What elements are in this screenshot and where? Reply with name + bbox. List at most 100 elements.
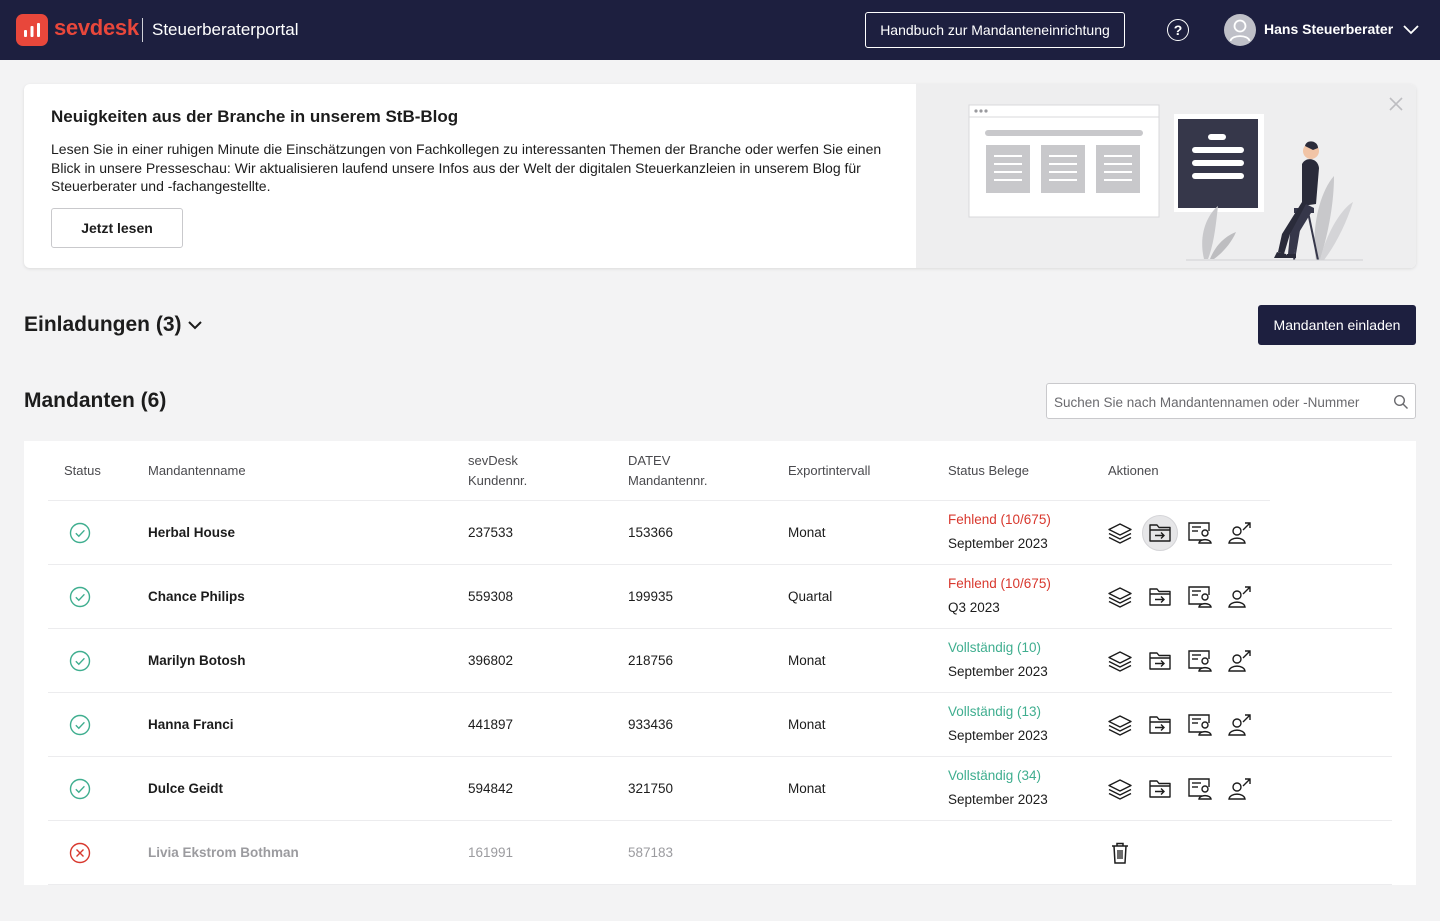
portal-name: Steuerberaterportal bbox=[152, 20, 299, 39]
layers-icon[interactable] bbox=[1102, 579, 1138, 615]
client-name[interactable]: Herbal House bbox=[148, 525, 236, 540]
blog-illustration bbox=[916, 84, 1416, 268]
check-circle-icon bbox=[69, 714, 91, 736]
search-input[interactable] bbox=[1054, 392, 1384, 412]
datev-number: 218756 bbox=[628, 653, 674, 668]
client-name[interactable]: Hanna Franci bbox=[148, 717, 234, 732]
user-share-icon[interactable] bbox=[1222, 515, 1258, 551]
chevron-down-icon[interactable] bbox=[1402, 22, 1420, 38]
layers-icon[interactable] bbox=[1102, 707, 1138, 743]
user-share-icon[interactable] bbox=[1222, 579, 1258, 615]
read-now-button[interactable]: Jetzt lesen bbox=[51, 208, 183, 248]
receipt-period: September 2023 bbox=[948, 792, 1048, 807]
column-header-datev-line2: Mandantennr. bbox=[628, 473, 708, 488]
layers-icon[interactable] bbox=[1102, 515, 1138, 551]
receipt-status: Fehlend (10/675) bbox=[948, 512, 1051, 527]
clients-table: Status Mandantenname sevDesk Kundennr. D… bbox=[24, 441, 1416, 885]
user-card-settings-icon[interactable] bbox=[1182, 707, 1218, 743]
table-row[interactable]: Dulce Geidt 594842 321750 Monat Vollstän… bbox=[48, 757, 1392, 821]
table-row[interactable]: Herbal House 237533 153366 Monat Fehlend… bbox=[48, 501, 1392, 565]
user-card-settings-icon[interactable] bbox=[1182, 771, 1218, 807]
folder-export-icon[interactable] bbox=[1142, 515, 1178, 551]
column-header-sevdesk-line2: Kundennr. bbox=[468, 473, 528, 488]
banner-title: Neuigkeiten aus der Branche in unserem S… bbox=[51, 107, 459, 126]
column-header-sevdesk-number[interactable]: sevDesk Kundennr. bbox=[468, 451, 527, 491]
receipt-status: Fehlend (10/675) bbox=[948, 576, 1051, 591]
banner-text: Lesen Sie in einer ruhigen Minute die Ei… bbox=[51, 141, 882, 194]
folder-export-icon[interactable] bbox=[1142, 643, 1178, 679]
receipt-period: Q3 2023 bbox=[948, 600, 1000, 615]
top-navigation-bar: sevdesk Steuerberaterportal Handbuch zur… bbox=[0, 0, 1440, 60]
column-header-receipt-status[interactable]: Status Belege bbox=[948, 463, 1029, 478]
receipt-status: Vollständig (13) bbox=[948, 704, 1042, 719]
table-row[interactable]: Marilyn Botosh 396802 218756 Monat Volls… bbox=[48, 629, 1392, 693]
sevdesk-number: 441897 bbox=[468, 717, 514, 732]
table-row[interactable]: Livia Ekstrom Bothman 161991 587183 bbox=[48, 821, 1392, 885]
client-name[interactable]: Marilyn Botosh bbox=[148, 653, 246, 668]
client-name[interactable]: Chance Philips bbox=[148, 589, 245, 604]
client-name[interactable]: Livia Ekstrom Bothman bbox=[148, 845, 299, 860]
invite-clients-button[interactable]: Mandanten einladen bbox=[1258, 305, 1416, 345]
user-share-icon[interactable] bbox=[1222, 643, 1258, 679]
column-header-status[interactable]: Status bbox=[64, 463, 101, 478]
close-icon[interactable] bbox=[1388, 96, 1404, 112]
folder-export-icon[interactable] bbox=[1142, 579, 1178, 615]
manual-button[interactable]: Handbuch zur Mandanteneinrichtung bbox=[865, 12, 1125, 48]
column-header-actions: Aktionen bbox=[1108, 463, 1159, 478]
sevdesk-number: 237533 bbox=[468, 525, 514, 540]
receipt-period: September 2023 bbox=[948, 664, 1048, 679]
receipt-status: Vollständig (34) bbox=[948, 768, 1042, 783]
table-row[interactable]: Chance Philips 559308 199935 Quartal Feh… bbox=[48, 565, 1392, 629]
chevron-down-icon[interactable] bbox=[186, 316, 204, 334]
export-interval: Monat bbox=[788, 717, 826, 732]
receipt-period: September 2023 bbox=[948, 728, 1048, 743]
sevdesk-number: 161991 bbox=[468, 845, 514, 860]
folder-export-icon[interactable] bbox=[1142, 707, 1178, 743]
brand-name[interactable]: sevdesk bbox=[54, 15, 139, 40]
invitations-heading[interactable]: Einladungen (3) bbox=[24, 313, 182, 336]
client-name[interactable]: Dulce Geidt bbox=[148, 781, 224, 796]
column-header-export-interval[interactable]: Exportintervall bbox=[788, 463, 871, 478]
user-share-icon[interactable] bbox=[1222, 707, 1258, 743]
export-interval: Quartal bbox=[788, 589, 833, 604]
export-interval: Monat bbox=[788, 653, 826, 668]
sevdesk-number: 594842 bbox=[468, 781, 514, 796]
user-card-settings-icon[interactable] bbox=[1182, 579, 1218, 615]
folder-export-icon[interactable] bbox=[1142, 771, 1178, 807]
sevdesk-logo-icon[interactable] bbox=[16, 14, 48, 46]
trash-icon[interactable] bbox=[1102, 835, 1138, 871]
datev-number: 199935 bbox=[628, 589, 674, 604]
user-name[interactable]: Hans Steuerberater bbox=[1264, 21, 1394, 37]
receipt-period: September 2023 bbox=[948, 536, 1048, 551]
sevdesk-number: 559308 bbox=[468, 589, 514, 604]
avatar[interactable] bbox=[1224, 14, 1256, 46]
export-interval: Monat bbox=[788, 781, 826, 796]
check-circle-icon bbox=[69, 650, 91, 672]
column-header-name[interactable]: Mandantenname bbox=[148, 463, 246, 478]
user-card-settings-icon[interactable] bbox=[1182, 643, 1218, 679]
header-divider bbox=[48, 500, 1270, 501]
layers-icon[interactable] bbox=[1102, 643, 1138, 679]
sevdesk-number: 396802 bbox=[468, 653, 514, 668]
brand-divider bbox=[142, 18, 143, 42]
table-row[interactable]: Hanna Franci 441897 933436 Monat Vollstä… bbox=[48, 693, 1392, 757]
error-circle-icon bbox=[69, 842, 91, 864]
column-header-datev-line1: DATEV bbox=[628, 453, 671, 468]
datev-number: 587183 bbox=[628, 845, 674, 860]
check-circle-icon bbox=[69, 586, 91, 608]
receipt-status: Vollständig (10) bbox=[948, 640, 1042, 655]
datev-number: 153366 bbox=[628, 525, 674, 540]
clients-heading: Mandanten (6) bbox=[24, 389, 167, 412]
check-circle-icon bbox=[69, 778, 91, 800]
search-icon[interactable] bbox=[1393, 394, 1409, 410]
client-search bbox=[1046, 383, 1416, 419]
user-share-icon[interactable] bbox=[1222, 771, 1258, 807]
user-card-settings-icon[interactable] bbox=[1182, 515, 1218, 551]
column-header-datev-number[interactable]: DATEV Mandantennr. bbox=[628, 451, 708, 491]
datev-number: 933436 bbox=[628, 717, 674, 732]
layers-icon[interactable] bbox=[1102, 771, 1138, 807]
export-interval: Monat bbox=[788, 525, 826, 540]
datev-number: 321750 bbox=[628, 781, 674, 796]
column-header-sevdesk-line1: sevDesk bbox=[468, 453, 518, 468]
question-circle-icon[interactable]: ? bbox=[1167, 19, 1189, 41]
